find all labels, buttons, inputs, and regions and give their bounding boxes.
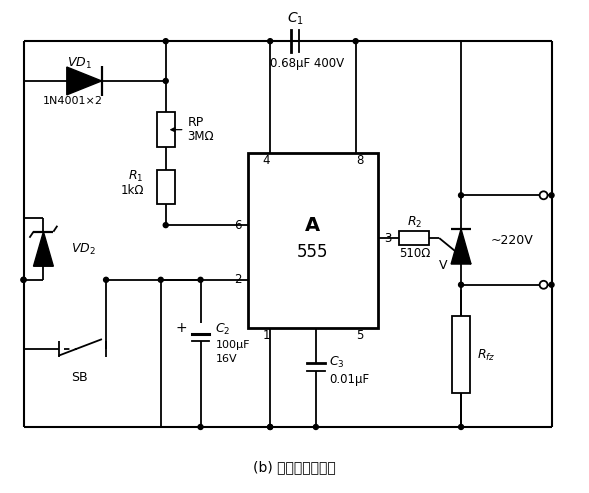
Text: 0.68μF 400V: 0.68μF 400V [270,57,344,70]
Circle shape [459,282,464,287]
Text: SB: SB [71,371,88,384]
Circle shape [353,38,358,44]
Circle shape [313,424,319,429]
Circle shape [540,281,548,289]
Text: 510Ω: 510Ω [399,247,430,260]
Text: 1: 1 [263,329,270,342]
Circle shape [104,278,108,282]
Text: 1N4001×2: 1N4001×2 [43,96,103,106]
Text: V: V [439,259,447,273]
Circle shape [267,424,273,429]
Text: $C_1$: $C_1$ [286,11,303,28]
Text: $R_1$: $R_1$ [128,169,144,184]
Circle shape [198,278,203,282]
Text: 0.01μF: 0.01μF [329,373,369,386]
Text: (b) 采用单向晶阀管: (b) 采用单向晶阀管 [253,460,335,474]
Text: 16V: 16V [216,354,237,364]
Polygon shape [67,67,101,95]
Bar [452,316,470,393]
Text: $C_2$: $C_2$ [216,322,231,337]
Text: +: + [176,320,188,335]
Polygon shape [34,232,54,266]
Circle shape [459,193,464,198]
Circle shape [198,424,203,429]
Text: 555: 555 [297,243,329,261]
Bar [399,231,429,245]
Text: ~220V: ~220V [491,234,534,246]
Text: 2: 2 [234,273,241,286]
Text: 3: 3 [385,232,392,245]
Text: $VD_1$: $VD_1$ [67,56,92,70]
Text: 8: 8 [356,154,363,167]
Polygon shape [451,229,471,264]
Circle shape [459,424,464,429]
Text: 6: 6 [234,218,241,232]
Text: 4: 4 [263,154,270,167]
Text: 1kΩ: 1kΩ [120,184,144,197]
Text: 3MΩ: 3MΩ [188,130,214,143]
Text: $VD_2$: $VD_2$ [71,242,96,256]
Text: $R_{fz}$: $R_{fz}$ [477,348,495,363]
Bar [157,112,175,147]
Text: 5: 5 [356,329,363,342]
Circle shape [21,278,26,282]
Circle shape [163,78,168,83]
Circle shape [163,38,168,44]
Bar [157,170,175,204]
Circle shape [267,424,273,429]
Circle shape [267,38,273,44]
Circle shape [163,223,168,228]
Text: $R_2$: $R_2$ [406,214,422,230]
Text: 100μF: 100μF [216,341,250,351]
Circle shape [540,191,548,199]
Circle shape [158,278,163,282]
Circle shape [549,282,554,287]
Text: RP: RP [188,116,204,129]
Text: A: A [305,215,320,235]
Bar [248,152,378,327]
Circle shape [549,193,554,198]
Circle shape [21,278,26,282]
Text: $C_3$: $C_3$ [329,355,345,370]
